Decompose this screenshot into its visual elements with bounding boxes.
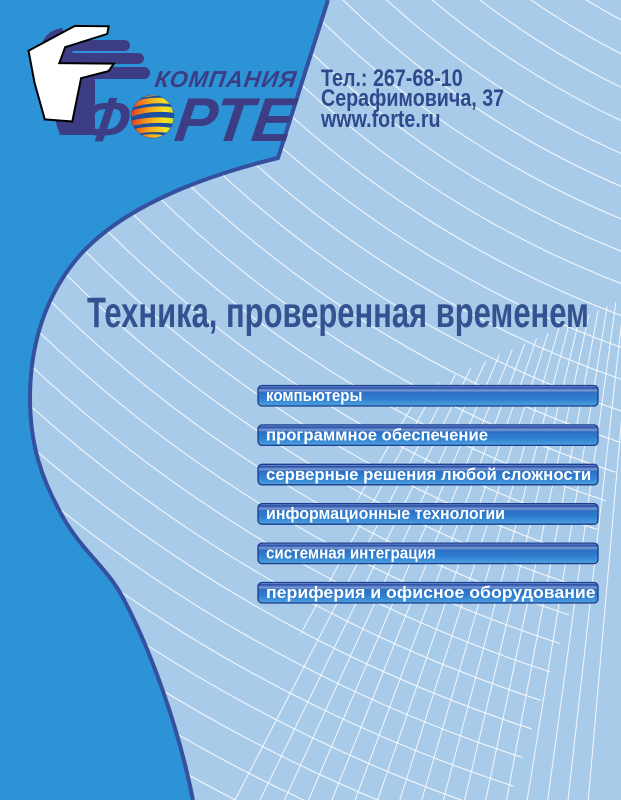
svg-text:компьютеры: компьютеры: [266, 386, 362, 405]
svg-text:периферия и офисное оборудован: периферия и офисное оборудование: [266, 582, 596, 602]
svg-text:www.forte.ru: www.forte.ru: [320, 105, 440, 132]
svg-text:информационные технологии: информационные технологии: [266, 505, 505, 524]
svg-text:системная интеграция: системная интеграция: [266, 544, 436, 563]
svg-text:серверные решения любой сложно: серверные решения любой сложности: [266, 465, 591, 484]
svg-text:программное обеспечение: программное обеспечение: [266, 425, 488, 444]
svg-text:Техника, проверенная временем: Техника, проверенная временем: [87, 288, 589, 336]
svg-text:РТЕ: РТЕ: [171, 86, 301, 155]
svg-text:Ф: Ф: [76, 86, 134, 155]
